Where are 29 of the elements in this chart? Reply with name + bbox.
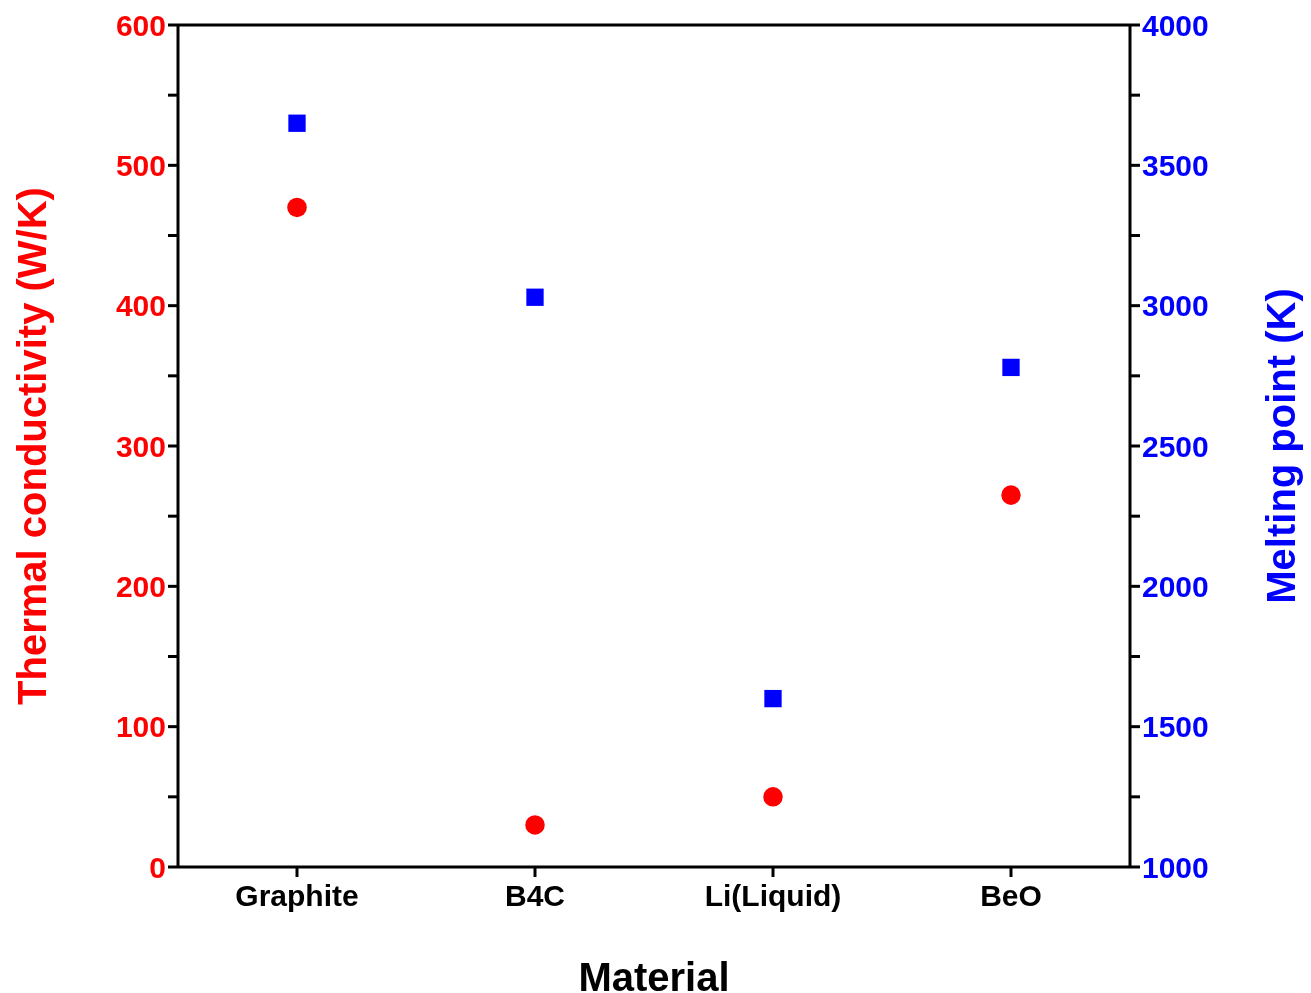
point	[288, 114, 306, 132]
y-axis-title: Thermal conductivity (W/K)	[10, 187, 55, 705]
y-tick-label: 0	[149, 850, 166, 884]
y2-tick-label: 1000	[1142, 850, 1209, 884]
point	[763, 787, 783, 807]
x-tick-label: B4C	[504, 879, 566, 913]
y-tick-label: 600	[115, 8, 166, 42]
y2-tick-label: 3500	[1142, 148, 1209, 182]
x-tick-label: Graphite	[235, 879, 359, 913]
point	[526, 288, 544, 306]
point	[287, 197, 307, 218]
y2-tick-label: 4000	[1142, 8, 1209, 42]
y-tick-label: 100	[115, 710, 166, 744]
point	[1002, 358, 1020, 377]
x-tick-label: BeO	[980, 879, 1042, 913]
x-axis-title: Material	[578, 955, 730, 993]
y2-tick-label: 2000	[1142, 569, 1209, 603]
point	[764, 689, 782, 708]
y2-tick-label: 1500	[1142, 710, 1209, 744]
y2-tick-label: 2500	[1142, 429, 1209, 463]
y-tick-label: 200	[115, 569, 166, 603]
y2-axis-title: Melting point (K)	[1259, 288, 1304, 604]
y2-tick-label: 3000	[1142, 289, 1209, 323]
point	[1001, 485, 1021, 505]
point	[525, 815, 545, 835]
y-tick-label: 300	[115, 429, 166, 463]
x-tick-label: Li(Liquid)	[704, 879, 842, 913]
y-tick-label: 400	[115, 289, 166, 323]
y-tick-label: 500	[115, 148, 166, 182]
